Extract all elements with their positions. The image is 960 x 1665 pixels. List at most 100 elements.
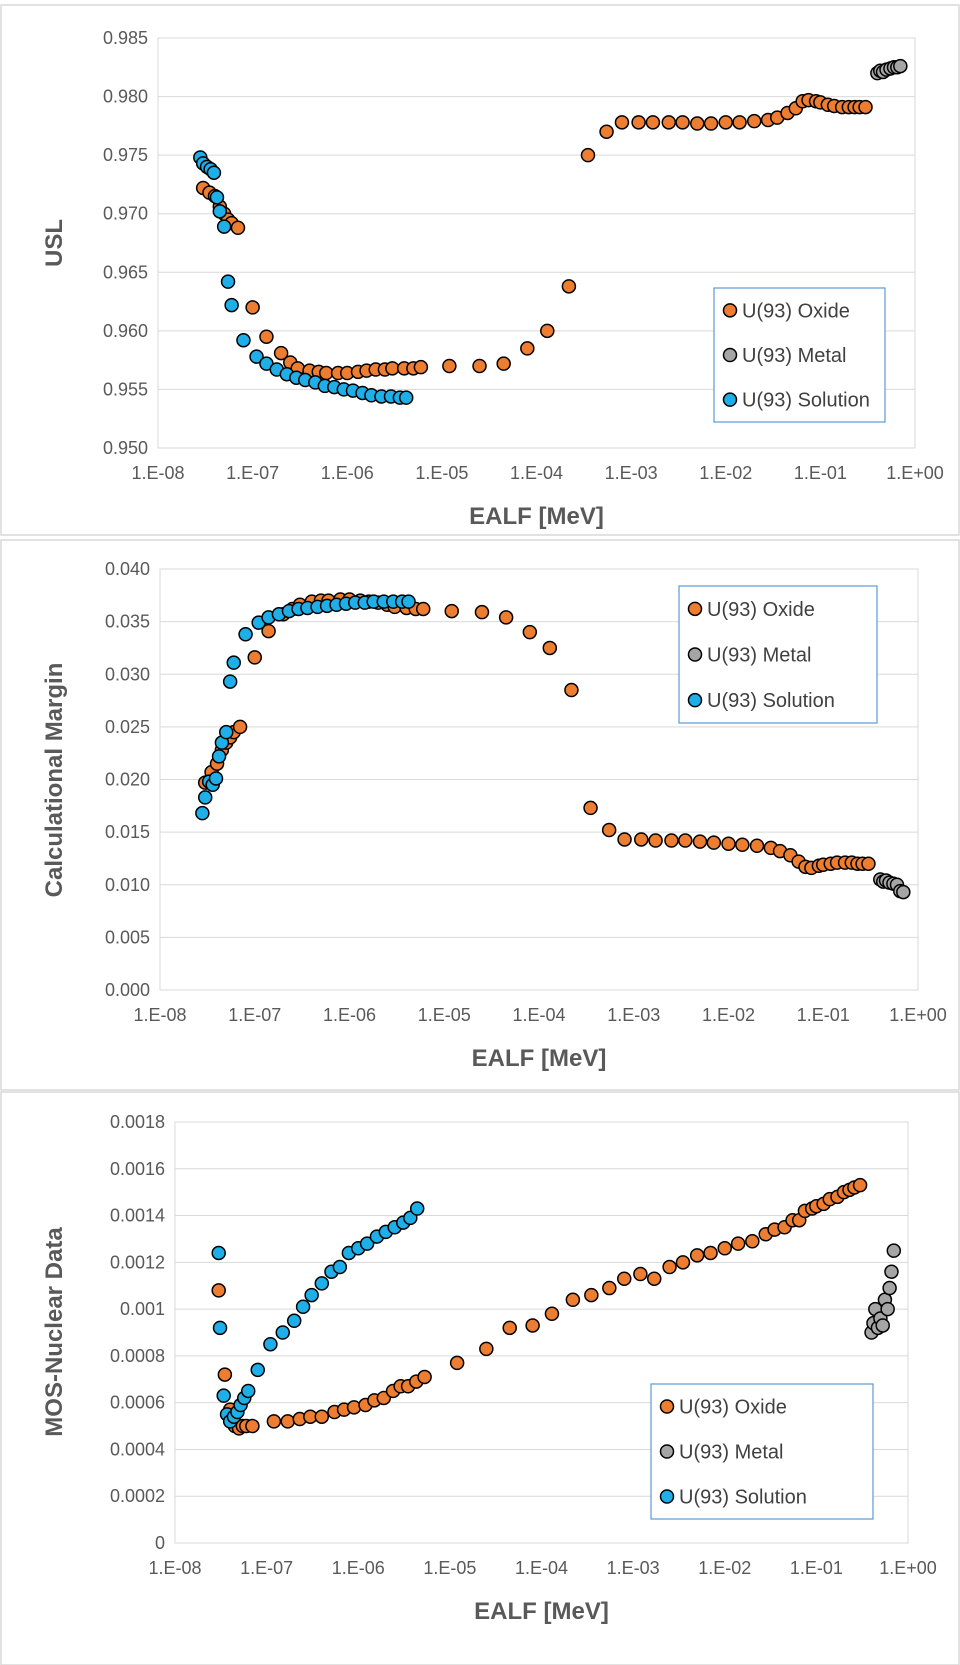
legend-label: U(93) Solution xyxy=(679,1487,807,1509)
data-point xyxy=(218,724,234,740)
x-tick-label: 1.E-05 xyxy=(423,1558,476,1578)
legend-label: U(93) Solution xyxy=(742,390,870,412)
y-tick-label: 0.955 xyxy=(103,379,148,399)
series-solution xyxy=(211,1201,425,1429)
calculational-margin-chart: 0.000 0.005 0.010 0.015 0.020 0.025 0.030 0.035… xyxy=(0,539,960,1091)
y-tick-label: 0.0006 xyxy=(110,1393,165,1413)
y-tick-label: 0.970 xyxy=(103,204,148,224)
series-solution xyxy=(195,594,416,821)
y-axis-title: MOS-Nuclear Data xyxy=(41,1227,68,1437)
data-point xyxy=(735,837,750,853)
data-point xyxy=(314,1409,330,1424)
data-point xyxy=(230,220,246,236)
data-point xyxy=(540,323,555,339)
data-point xyxy=(197,790,213,805)
data-point xyxy=(385,361,400,376)
data-point xyxy=(703,116,719,131)
data-point xyxy=(648,833,663,848)
data-point xyxy=(882,1280,897,1296)
data-point xyxy=(211,1283,226,1298)
y-tick-label: 0.0018 xyxy=(110,1112,165,1132)
x-tick-label: 1.E-06 xyxy=(332,1558,385,1578)
data-point xyxy=(232,719,248,735)
y-tick-label: 0.950 xyxy=(103,438,148,458)
y-tick-label: 0.985 xyxy=(103,28,148,48)
legend: U(93) Oxide U(93) Metal U(93) Solution xyxy=(713,287,886,423)
data-point xyxy=(746,113,762,129)
data-point xyxy=(216,1388,231,1403)
data-point xyxy=(884,1264,899,1279)
data-point xyxy=(273,345,289,361)
data-point xyxy=(646,1271,662,1286)
legend-marker xyxy=(659,1444,675,1459)
data-point xyxy=(580,147,596,163)
chart-panel-border xyxy=(0,1091,960,1665)
data-point xyxy=(732,115,747,130)
y-axis-title: Calculational Margin xyxy=(41,663,68,898)
x-tick-label: 1.E-02 xyxy=(698,1558,751,1578)
data-point xyxy=(479,1341,494,1357)
x-tick-label: 1.E-03 xyxy=(607,1005,660,1025)
data-point xyxy=(749,838,765,854)
x-tick-label: 1.E+00 xyxy=(879,1558,937,1578)
x-tick-label: 1.E-02 xyxy=(702,1005,755,1025)
legend: U(93) Oxide U(93) Metal U(93) Solution xyxy=(678,585,878,724)
series-metal xyxy=(870,58,908,81)
data-point xyxy=(730,1236,746,1251)
data-point xyxy=(208,771,224,786)
data-point xyxy=(409,1201,425,1216)
y-tick-label: 0.975 xyxy=(103,145,148,165)
data-point xyxy=(226,655,241,670)
data-point xyxy=(449,1355,465,1371)
data-point xyxy=(401,594,416,609)
data-point xyxy=(249,349,264,364)
data-point xyxy=(678,833,693,848)
data-point xyxy=(502,1320,517,1336)
plot-area xyxy=(157,37,916,449)
y-tick-label: 0.001 xyxy=(120,1299,165,1319)
data-point xyxy=(858,99,873,115)
data-point xyxy=(442,358,457,374)
data-point xyxy=(721,836,736,851)
series-solution xyxy=(193,150,414,405)
legend-marker xyxy=(687,692,703,708)
data-point xyxy=(692,834,708,849)
data-point xyxy=(216,219,232,234)
data-point xyxy=(675,115,690,130)
y-tick-label: 0.0014 xyxy=(110,1206,165,1226)
y-tick-label: 0.0002 xyxy=(110,1486,165,1506)
x-tick-label: 1.E-04 xyxy=(512,1005,565,1025)
x-tick-label: 1.E-03 xyxy=(607,1558,660,1578)
data-point xyxy=(601,822,617,838)
data-point xyxy=(206,165,222,180)
data-point xyxy=(880,1301,895,1317)
y-tick-label: 0.025 xyxy=(105,717,150,737)
legend-marker xyxy=(659,1399,675,1414)
series-metal xyxy=(873,872,911,900)
data-point xyxy=(645,115,661,130)
legend-marker xyxy=(687,601,703,617)
data-point xyxy=(314,1276,330,1291)
legend-marker xyxy=(722,303,738,318)
data-point xyxy=(236,332,251,348)
legend-marker xyxy=(659,1489,675,1504)
x-tick-label: 1.E-03 xyxy=(605,463,658,483)
data-point xyxy=(875,1318,890,1333)
x-tick-label: 1.E-01 xyxy=(794,463,847,483)
legend-label: U(93) Solution xyxy=(707,690,835,712)
data-point xyxy=(472,358,487,374)
data-point xyxy=(275,1325,291,1340)
y-tick-label: 0.030 xyxy=(105,664,150,684)
legend-label: U(93) Metal xyxy=(679,1442,783,1464)
data-point xyxy=(634,832,649,847)
data-point xyxy=(703,1245,718,1261)
data-point xyxy=(542,640,558,656)
series-metal xyxy=(864,1243,902,1340)
data-point xyxy=(245,1418,260,1434)
data-point xyxy=(498,610,514,625)
data-point xyxy=(675,1255,691,1270)
data-point xyxy=(295,1299,311,1315)
x-tick-label: 1.E-07 xyxy=(240,1558,293,1578)
data-point xyxy=(561,279,577,294)
data-point xyxy=(417,1369,432,1385)
